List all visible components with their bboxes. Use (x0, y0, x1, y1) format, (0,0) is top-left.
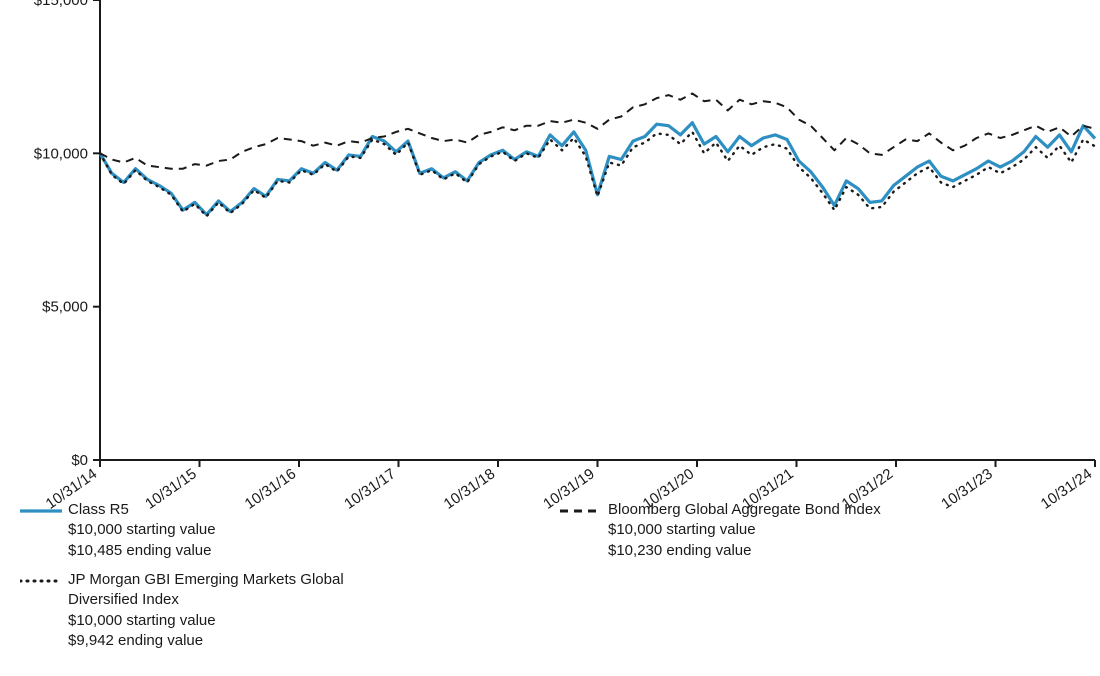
legend-item-class_r5: Class R5$10,000 starting value$10,485 en… (20, 500, 216, 561)
legend-subline: $10,485 ending value (20, 541, 216, 561)
legend-subline: $10,000 starting value (20, 611, 344, 631)
svg-text:10/31/17: 10/31/17 (341, 465, 399, 512)
legend-label: Bloomberg Global Aggregate Bond Index (608, 500, 881, 520)
svg-text:10/31/24: 10/31/24 (1038, 465, 1096, 512)
legend-label: Class R5 (68, 500, 129, 520)
svg-text:10/31/18: 10/31/18 (441, 465, 499, 512)
legend-subline: $10,000 starting value (560, 520, 881, 540)
legend-swatch (20, 573, 62, 589)
svg-text:$5,000: $5,000 (42, 299, 88, 316)
growth-chart: $0$5,000$10,000$15,00010/31/1410/31/1510… (0, 0, 1100, 676)
legend-subline: $10,230 ending value (560, 541, 881, 561)
svg-text:$10,000: $10,000 (34, 145, 88, 162)
svg-text:10/31/23: 10/31/23 (938, 465, 996, 512)
legend-subline: Diversified Index (20, 590, 344, 610)
legend-item-bloomberg: Bloomberg Global Aggregate Bond Index$10… (560, 500, 881, 561)
svg-text:$15,000: $15,000 (34, 0, 88, 9)
series-gbi_em (100, 132, 1095, 216)
series-class_r5 (100, 123, 1095, 215)
series-bloomberg (100, 94, 1095, 169)
svg-text:10/31/16: 10/31/16 (242, 465, 300, 512)
legend-swatch (20, 503, 62, 519)
legend-subline: $10,000 starting value (20, 520, 216, 540)
legend-subline: $9,942 ending value (20, 631, 344, 651)
legend-item-gbi_em: JP Morgan GBI Emerging Markets GlobalDiv… (20, 570, 344, 651)
svg-text:$0: $0 (71, 452, 88, 469)
legend-swatch (560, 503, 602, 519)
legend-label: JP Morgan GBI Emerging Markets Global (68, 570, 344, 590)
